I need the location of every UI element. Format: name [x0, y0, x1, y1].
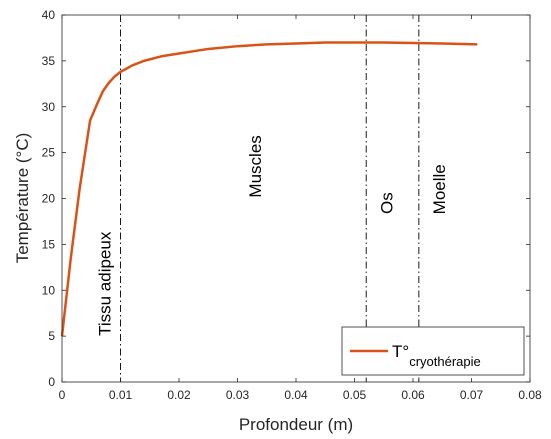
y-tick-label: 30: [42, 100, 56, 114]
legend-entry-subscript: cryothérapie: [409, 354, 481, 369]
y-axis-ticks: 0 5 10 15 20 25 30 35 40: [42, 8, 530, 389]
y-tick-label: 5: [48, 329, 55, 343]
y-tick-label: 10: [42, 283, 56, 297]
legend-entry-main: T°: [392, 342, 409, 361]
x-tick-label: 0.06: [401, 388, 425, 402]
y-tick-label: 35: [42, 54, 56, 68]
y-tick-label: 40: [42, 8, 56, 22]
legend-entry: T°cryothérapie: [392, 342, 481, 369]
boundary-lines: [120, 15, 420, 382]
x-tick-label: 0.05: [343, 388, 367, 402]
x-tick-label: 0: [59, 388, 66, 402]
x-tick-label: 0.07: [460, 388, 484, 402]
x-tick-label: 0.08: [518, 388, 542, 402]
region-labels: Tissu adipeux Muscles Os Moelle: [96, 135, 450, 336]
series-line: [60, 41, 478, 337]
legend: T°cryothérapie: [341, 326, 525, 376]
region-label: Tissu adipeux: [96, 231, 115, 336]
y-tick-label: 15: [42, 237, 56, 251]
x-tick-label: 0.04: [284, 388, 308, 402]
region-label: Os: [378, 192, 397, 214]
y-tick-label: 20: [42, 192, 56, 206]
y-axis-title: Température (°C): [13, 133, 32, 264]
x-axis-ticks: 0 0.01 0.02 0.03 0.04 0.05 0.06 0.07 0.08: [59, 15, 542, 402]
plot-area: [62, 15, 530, 382]
x-tick-label: 0.02: [167, 388, 191, 402]
region-label: Moelle: [430, 164, 449, 214]
x-tick-label: 0.03: [226, 388, 250, 402]
region-label: Muscles: [246, 135, 265, 197]
x-tick-label: 0.01: [109, 388, 133, 402]
x-axis-title: Profondeur (m): [239, 415, 353, 434]
series-group: [60, 41, 478, 337]
y-tick-label: 25: [42, 146, 56, 160]
y-tick-label: 0: [48, 375, 55, 389]
